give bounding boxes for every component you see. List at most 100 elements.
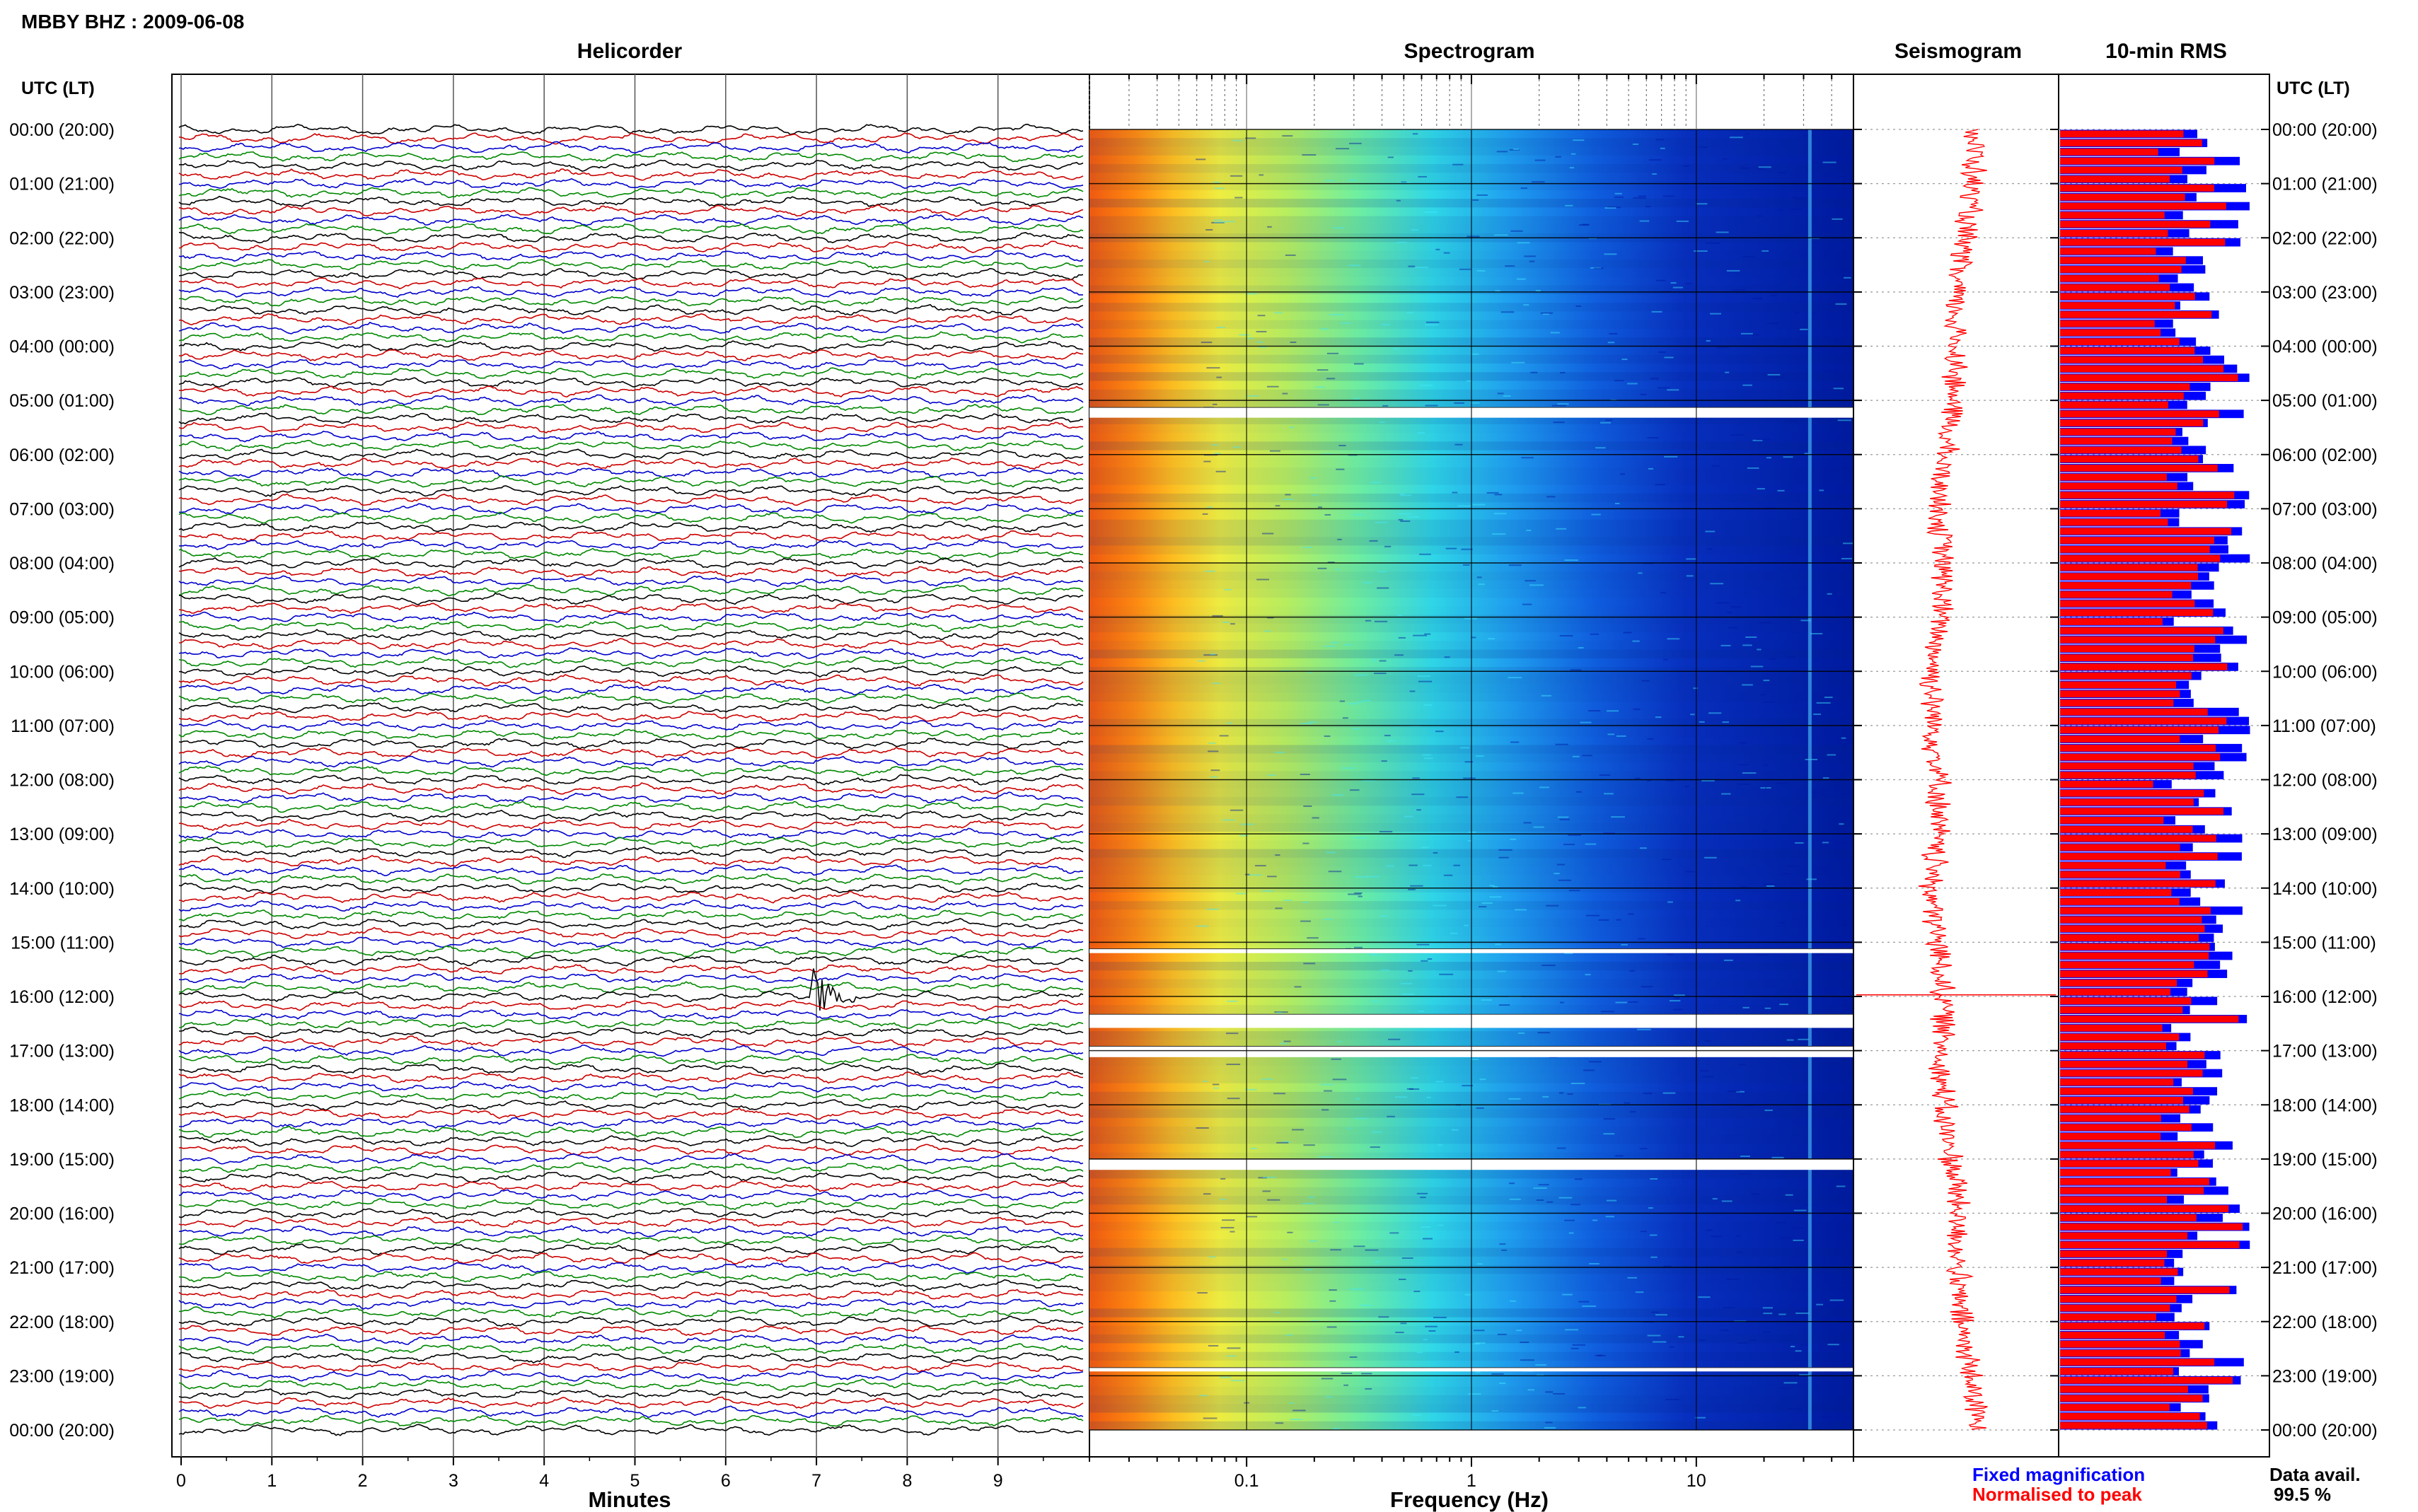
spectrogram-speckle [1424,211,1438,213]
spectrogram-speckle [1508,677,1522,679]
spectrogram-speckle [1326,1396,1332,1398]
spectrogram-speckle [1829,1299,1844,1301]
spectrogram-speckle [1481,902,1493,904]
spectrogram-speckle [1273,1093,1286,1095]
rms-bar-normalised [2060,310,2212,318]
rms-bar-normalised [2060,880,2216,888]
rms-bar-normalised [2060,202,2226,210]
time-label-right: 20:00 (16:00) [2272,1204,2378,1224]
spectrogram-speckle [1591,513,1601,516]
spectrogram-speckle [1211,221,1225,223]
spectrogram-speckle [1256,341,1263,343]
helicorder-trace [179,847,1084,859]
spectrogram-speckle [1222,621,1230,623]
rms-bar-normalised [2060,663,2228,670]
spectrogram-speckle [1493,234,1508,236]
spectrogram-speckle [1408,864,1418,866]
spectrogram-speckle [1520,1359,1534,1361]
spectrogram-speckle [1202,513,1208,515]
helicorder-tick-label: 3 [449,1471,458,1491]
rms-bar-normalised [2060,365,2224,373]
spectrogram-speckle [1546,496,1556,498]
helicorder-trace [178,1008,1084,1020]
spectrogram-speckle [1660,592,1667,594]
spectrogram-speckle [1708,712,1722,714]
spectrogram-speckle [1348,179,1357,181]
spectrogram-speckle [1375,1261,1382,1263]
spectrogram-speckle [1454,443,1463,446]
spectrogram-speckle [1739,764,1749,766]
spectrogram-speckle [1206,908,1220,910]
spectrogram-speckle [1499,1243,1506,1245]
spectrogram-speckle [1264,630,1271,632]
time-label-right: 16:00 (12:00) [2272,987,2378,1007]
spectrogram-speckle [1379,660,1387,662]
spectrogram-speckle [1214,221,1226,223]
rms-bar-normalised [2060,266,2182,273]
helicorder-trace [178,774,1084,786]
rms-bar-normalised [2060,509,2161,517]
spectrogram-speckle [1435,248,1440,250]
spectrogram-speckle [1476,270,1486,272]
spectrogram-speckle [1416,1351,1423,1354]
helicorder-trace [178,603,1084,615]
spectrogram-tick-label: 10 [1687,1471,1706,1491]
spectrogram-speckle [1462,1085,1473,1087]
helicorder-trace [178,711,1084,722]
rms-bar-normalised [2060,374,2238,382]
spectrogram-speckle [1516,1330,1522,1332]
spectrogram-speckle [1349,1356,1358,1358]
spectrogram-speckle [1204,570,1216,572]
spectrogram-speckle [1369,540,1378,542]
spectrogram-speckle [1810,242,1817,244]
spectrogram-speckle [1381,324,1391,326]
rms-bar-normalised [2060,781,2153,788]
spectrogram-speckle [1771,1057,1779,1059]
spectrogram-speckle [1384,735,1391,737]
spectrogram-speckle [1412,1414,1421,1416]
spectrogram-speckle [1377,571,1387,573]
spectrogram-speckle [1505,265,1515,267]
spectrogram-speckle [1742,644,1752,646]
helicorder-trace [178,404,1084,416]
spectrogram-speckle [1763,764,1769,767]
spectrogram-speckle [1365,1249,1379,1251]
spectrogram-speckle [1524,255,1536,257]
spectrogram-speckle [1459,268,1471,270]
spectrogram-speckle [1212,615,1223,617]
helicorder-trace [179,1116,1084,1129]
rms-bar-normalised [2060,1286,2230,1293]
spectrogram-speckle [1370,1146,1380,1148]
spectrogram-speckle [1354,674,1368,676]
spectrogram-speckle [1406,312,1414,314]
spectrogram-speckle [1739,1064,1746,1066]
helicorder-trace [178,1180,1084,1192]
helicorder-trace [178,593,1084,605]
spectrogram-speckle [1395,1332,1404,1334]
spectrogram-speckle [1413,634,1427,636]
spectrogram-speckle [1794,311,1800,313]
spectrogram-speckle [1747,467,1759,469]
time-label-left: 13:00 (09:00) [9,825,115,844]
spectrogram-speckle [1388,1038,1401,1040]
spectrogram-speckle [1647,779,1652,781]
spectrogram-speckle [1742,684,1753,686]
spectrogram-speckle [1269,450,1280,452]
spectrogram-speckle [1812,659,1820,661]
spectrogram-speckle [1256,330,1267,332]
spectrogram-speckle [1812,161,1819,163]
rms-bar-normalised [2060,1133,2161,1140]
helicorder-trace [178,972,1084,984]
spectrogram-speckle [1320,1083,1334,1086]
helicorder-trace [178,755,1084,768]
spectrogram-speckle [1262,1190,1271,1192]
spectrogram-speckle [1572,755,1580,757]
helicorder-trace [178,1343,1084,1355]
data-avail-value: 99.5 % [2274,1484,2331,1505]
spectrogram-speckle [1637,1028,1651,1030]
spectrogram-speckle [1428,1330,1436,1332]
spectrogram-speckle [1758,166,1771,168]
spectrogram-speckle [1292,1129,1304,1131]
spectrogram-speckle [1250,1147,1258,1149]
helicorder-trace [178,141,1084,154]
